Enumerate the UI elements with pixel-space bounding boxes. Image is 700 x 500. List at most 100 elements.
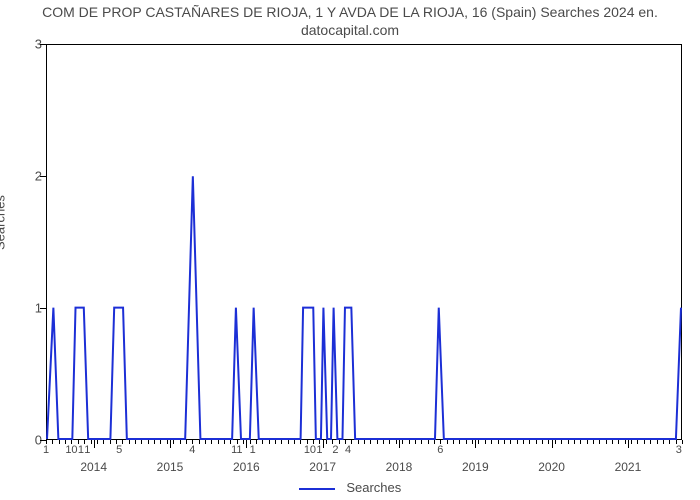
x-minor-tick bbox=[440, 440, 441, 444]
legend-swatch bbox=[299, 488, 335, 490]
x-minor-tick bbox=[389, 440, 390, 444]
x-minor-tick bbox=[402, 440, 403, 444]
x-minor-tick bbox=[307, 440, 308, 444]
x-minor-tick bbox=[332, 440, 333, 444]
x-minor-tick bbox=[529, 440, 530, 444]
x-minor-tick bbox=[97, 440, 98, 444]
x-minor-tick bbox=[180, 440, 181, 444]
x-minor-tick bbox=[313, 440, 314, 444]
y-tick-label: 1 bbox=[12, 301, 42, 316]
x-minor-tick bbox=[141, 440, 142, 444]
x-minor-tick bbox=[682, 440, 683, 444]
x-minor-tick bbox=[46, 440, 47, 444]
x-minor-tick bbox=[135, 440, 136, 444]
x-minor-tick bbox=[122, 440, 123, 444]
x-major-tick bbox=[170, 440, 171, 448]
x-minor-tick bbox=[409, 440, 410, 444]
x-minor-tick bbox=[453, 440, 454, 444]
x-minor-tick bbox=[669, 440, 670, 444]
plot-area bbox=[46, 44, 682, 440]
y-tick bbox=[40, 308, 46, 309]
y-tick-label: 0 bbox=[12, 433, 42, 448]
x-minor-tick bbox=[300, 440, 301, 444]
x-minor-tick bbox=[415, 440, 416, 444]
x-minor-tick bbox=[256, 440, 257, 444]
x-minor-tick bbox=[288, 440, 289, 444]
x-value-label: 1 bbox=[84, 444, 90, 456]
x-value-label: 1 bbox=[250, 444, 256, 456]
x-minor-tick bbox=[211, 440, 212, 444]
x-year-label: 2019 bbox=[462, 460, 489, 474]
x-minor-tick bbox=[587, 440, 588, 444]
x-minor-tick bbox=[377, 440, 378, 444]
x-minor-tick bbox=[250, 440, 251, 444]
x-minor-tick bbox=[339, 440, 340, 444]
x-year-label: 2017 bbox=[309, 460, 336, 474]
x-minor-tick bbox=[523, 440, 524, 444]
x-minor-tick bbox=[199, 440, 200, 444]
x-minor-tick bbox=[281, 440, 282, 444]
x-minor-tick bbox=[326, 440, 327, 444]
x-minor-tick bbox=[243, 440, 244, 444]
x-minor-tick bbox=[542, 440, 543, 444]
x-major-tick bbox=[94, 440, 95, 448]
x-minor-tick bbox=[167, 440, 168, 444]
x-minor-tick bbox=[383, 440, 384, 444]
x-minor-tick bbox=[269, 440, 270, 444]
x-minor-tick bbox=[568, 440, 569, 444]
x-minor-tick bbox=[663, 440, 664, 444]
x-minor-tick bbox=[580, 440, 581, 444]
x-minor-tick bbox=[52, 440, 53, 444]
x-minor-tick bbox=[370, 440, 371, 444]
x-value-label: 1 bbox=[78, 444, 84, 456]
x-minor-tick bbox=[237, 440, 238, 444]
x-minor-tick bbox=[154, 440, 155, 444]
x-minor-tick bbox=[491, 440, 492, 444]
y-axis-title: Searches bbox=[0, 195, 8, 250]
x-minor-tick bbox=[644, 440, 645, 444]
x-minor-tick bbox=[447, 440, 448, 444]
x-minor-tick bbox=[358, 440, 359, 444]
x-minor-tick bbox=[319, 440, 320, 444]
x-major-tick bbox=[628, 440, 629, 448]
x-year-label: 2018 bbox=[386, 460, 413, 474]
x-minor-tick bbox=[498, 440, 499, 444]
x-value-label: 10 bbox=[65, 444, 77, 456]
x-minor-tick bbox=[428, 440, 429, 444]
x-minor-tick bbox=[593, 440, 594, 444]
x-minor-tick bbox=[91, 440, 92, 444]
x-minor-tick bbox=[421, 440, 422, 444]
x-minor-tick bbox=[555, 440, 556, 444]
x-major-tick bbox=[475, 440, 476, 448]
x-major-tick bbox=[323, 440, 324, 448]
x-minor-tick bbox=[637, 440, 638, 444]
x-minor-tick bbox=[345, 440, 346, 444]
x-minor-tick bbox=[536, 440, 537, 444]
x-minor-tick bbox=[472, 440, 473, 444]
x-value-label: 6 bbox=[437, 444, 443, 456]
x-minor-tick bbox=[574, 440, 575, 444]
x-value-label: 1 bbox=[316, 444, 322, 456]
x-minor-tick bbox=[224, 440, 225, 444]
x-value-label: 2 bbox=[332, 444, 338, 456]
x-minor-tick bbox=[466, 440, 467, 444]
x-minor-tick bbox=[110, 440, 111, 444]
x-minor-tick bbox=[631, 440, 632, 444]
x-year-label: 2015 bbox=[157, 460, 184, 474]
x-minor-tick bbox=[84, 440, 85, 444]
y-tick-label: 2 bbox=[12, 169, 42, 184]
x-minor-tick bbox=[230, 440, 231, 444]
x-minor-tick bbox=[262, 440, 263, 444]
x-minor-tick bbox=[657, 440, 658, 444]
x-year-label: 2014 bbox=[80, 460, 107, 474]
y-tick bbox=[40, 176, 46, 177]
x-minor-tick bbox=[148, 440, 149, 444]
x-minor-tick bbox=[618, 440, 619, 444]
x-major-tick bbox=[246, 440, 247, 448]
x-minor-tick bbox=[173, 440, 174, 444]
x-major-tick bbox=[399, 440, 400, 448]
chart-title: COM DE PROP CASTAÑARES DE RIOJA, 1 Y AVD… bbox=[0, 4, 700, 39]
x-value-label: 11 bbox=[231, 444, 242, 456]
x-minor-tick bbox=[65, 440, 66, 444]
x-minor-tick bbox=[396, 440, 397, 444]
